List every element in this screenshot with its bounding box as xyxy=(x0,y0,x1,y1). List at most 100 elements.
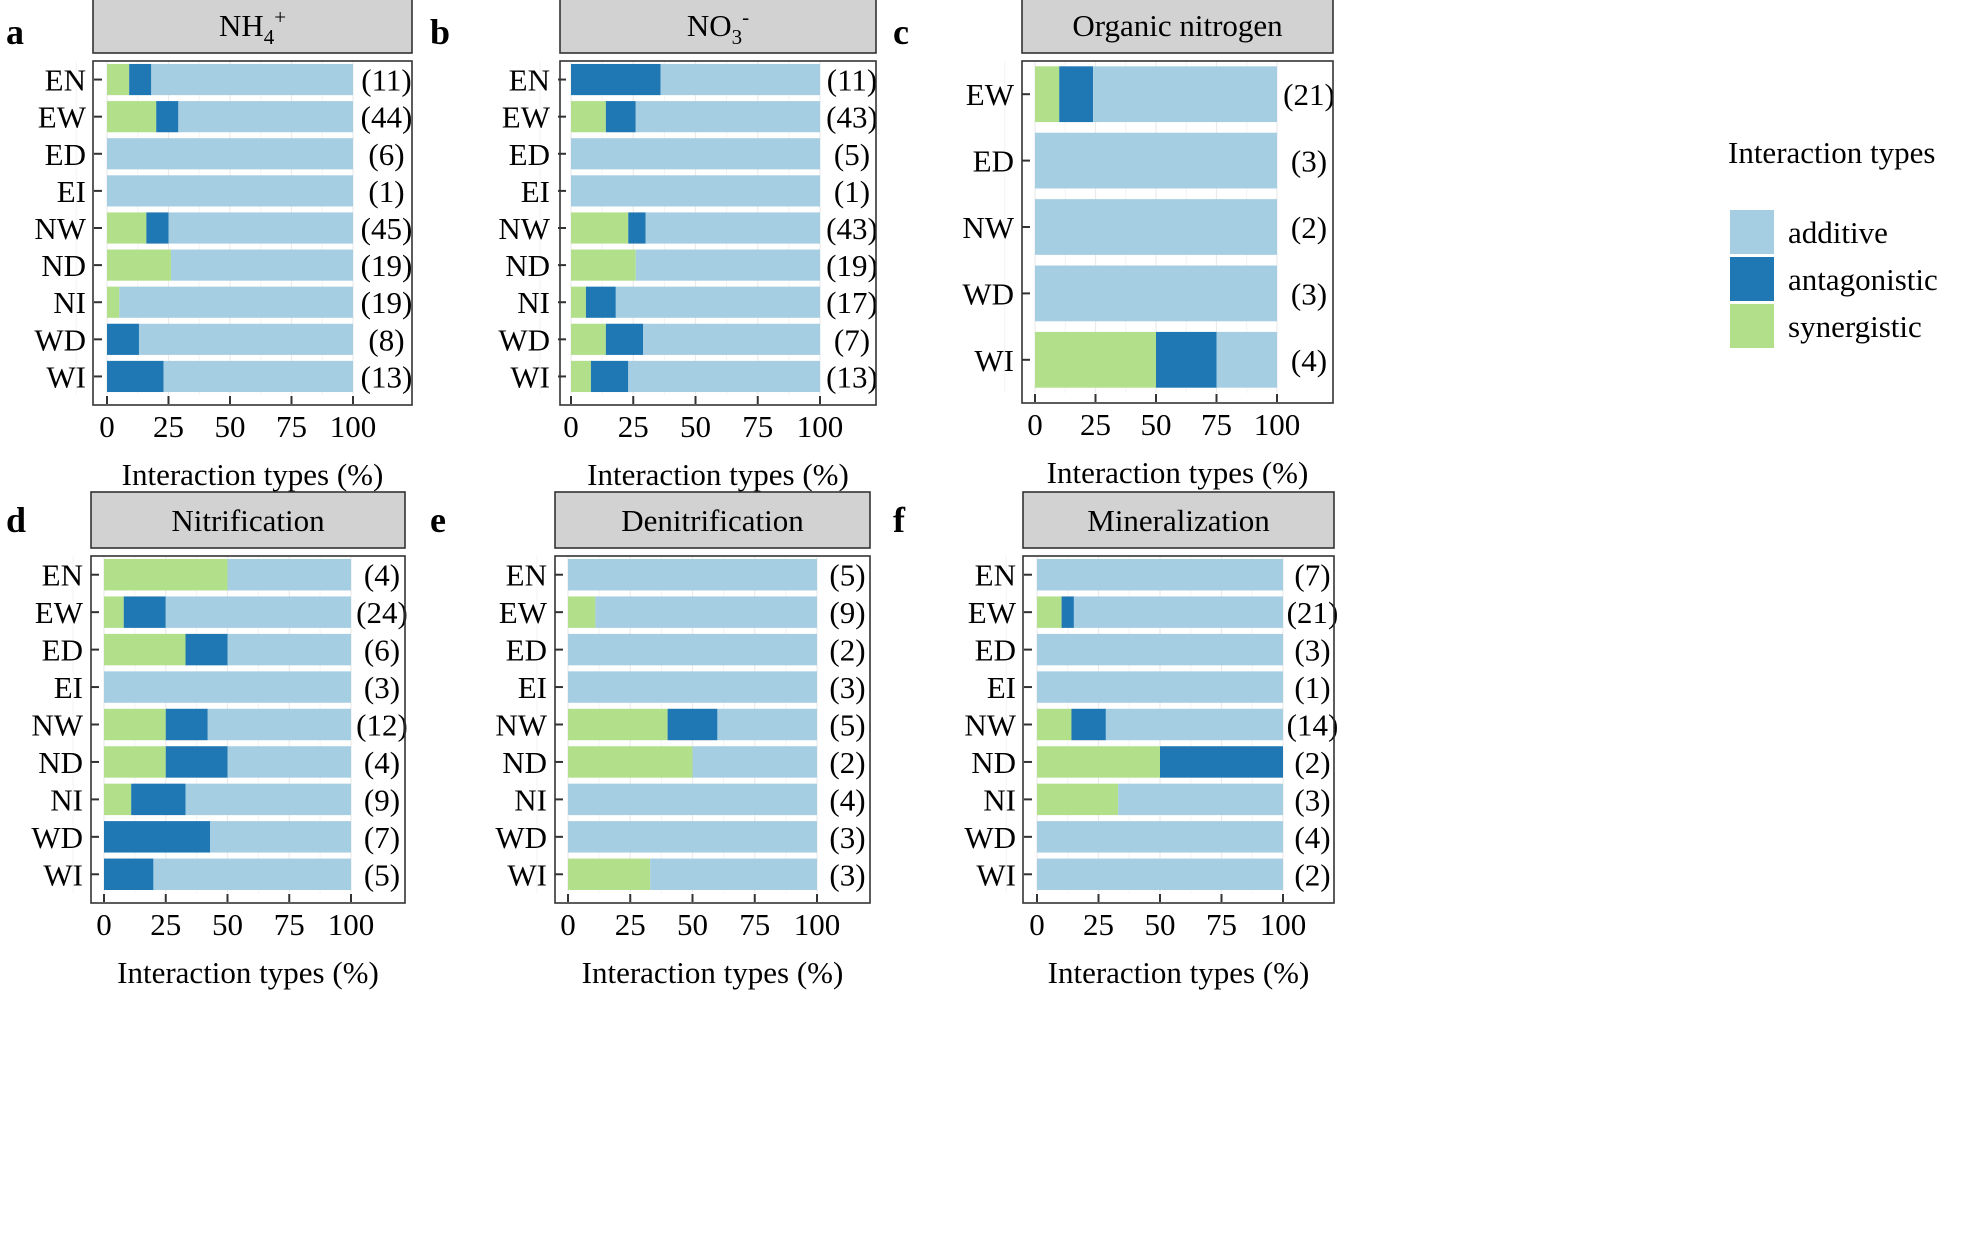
facet-title-subscript: 3 xyxy=(732,25,743,49)
x-tick-label: 100 xyxy=(794,907,841,942)
y-tick-label: ND xyxy=(38,745,83,780)
bar-additive-EW xyxy=(178,101,353,133)
sample-count-label: (3) xyxy=(1294,633,1330,668)
sample-count-label: (8) xyxy=(368,322,404,357)
bar-synergistic-WI xyxy=(568,858,651,891)
x-tick-label: 75 xyxy=(274,907,305,942)
y-tick-label: NW xyxy=(964,708,1016,743)
bar-antagonistic-EN xyxy=(571,63,661,96)
x-axis-title: Interaction types (%) xyxy=(1047,455,1309,490)
sample-count-label: (3) xyxy=(829,670,865,705)
x-tick-label: 50 xyxy=(1141,407,1172,442)
sample-count-label: (3) xyxy=(829,820,865,855)
y-tick-label: ED xyxy=(975,633,1016,668)
legend-label-synergistic: synergistic xyxy=(1788,309,1922,344)
sample-count-label: (4) xyxy=(1294,820,1330,855)
y-tick-label: NI xyxy=(53,285,86,320)
bar-synergistic-WI xyxy=(1035,331,1156,388)
sample-count-label: (6) xyxy=(368,137,404,172)
bar-synergistic-ED xyxy=(104,633,186,666)
x-tick-label: 100 xyxy=(1260,907,1307,942)
panel-letter: c xyxy=(893,12,909,52)
bar-additive-NI xyxy=(568,783,817,816)
bar-antagonistic-EW xyxy=(1061,596,1074,628)
bar-synergistic-NI xyxy=(571,286,586,318)
y-tick-label: WI xyxy=(46,359,86,394)
panel-b: b NO3- EN (11) EW (43) ED (5) EI (1) NW (43) ND (19) N… xyxy=(430,0,878,492)
panel-e: e Denitrification EN (5) EW (9) ED (2) EI (3) NW (5… xyxy=(430,491,871,990)
sample-count-label: (2) xyxy=(829,745,865,780)
x-tick-label: 0 xyxy=(1027,407,1043,442)
y-tick-label: EW xyxy=(502,100,551,135)
bar-antagonistic-WI xyxy=(590,360,629,393)
x-tick-label: 25 xyxy=(150,907,181,942)
y-tick-label: WD xyxy=(498,322,550,357)
y-tick-label: EI xyxy=(521,174,550,209)
sample-count-label: (7) xyxy=(364,820,400,855)
y-tick-label: NI xyxy=(514,782,547,817)
facet-title-main: Mineralization xyxy=(1087,503,1270,538)
bar-additive-WI xyxy=(650,858,817,891)
x-axis-title: Interaction types (%) xyxy=(587,457,849,492)
sample-count-label: (17) xyxy=(826,285,878,320)
sample-count-label: (19) xyxy=(361,285,413,320)
x-tick-label: 0 xyxy=(563,409,579,444)
bar-synergistic-NW xyxy=(571,212,629,244)
x-tick-label: 25 xyxy=(618,409,649,444)
sample-count-label: (5) xyxy=(834,137,870,172)
bar-additive-WD xyxy=(138,323,353,355)
y-tick-label: ND xyxy=(502,745,547,780)
bar-additive-WD xyxy=(643,323,820,355)
bar-synergistic-NI xyxy=(104,783,132,816)
sample-count-label: (19) xyxy=(361,248,413,283)
bar-additive-WI xyxy=(1216,331,1277,388)
x-tick-label: 100 xyxy=(330,409,377,444)
sample-count-label: (1) xyxy=(834,174,870,209)
bar-additive-EW xyxy=(1073,596,1283,628)
bar-antagonistic-EW xyxy=(605,101,636,133)
legend-swatch-additive xyxy=(1730,210,1774,254)
x-axis-title: Interaction types (%) xyxy=(582,955,844,990)
y-tick-label: ND xyxy=(505,248,550,283)
x-tick-label: 50 xyxy=(212,907,243,942)
bar-additive-NW xyxy=(168,212,353,244)
x-tick-label: 50 xyxy=(677,907,708,942)
panel-letter: b xyxy=(430,12,450,52)
facet-title-subscript: 4 xyxy=(264,25,275,49)
sample-count-label: (2) xyxy=(829,633,865,668)
y-tick-label: EN xyxy=(509,63,550,98)
bar-additive-ND xyxy=(635,249,820,281)
legend: Interaction types additive antagonistic syn… xyxy=(1728,135,1938,348)
bar-additive-EN xyxy=(151,63,353,96)
bar-additive-ND xyxy=(692,746,817,778)
facet-title: NO3- xyxy=(687,5,749,49)
panel-border xyxy=(1022,555,1335,904)
sample-count-label: (4) xyxy=(1291,343,1327,378)
bar-additive-WD xyxy=(1037,821,1283,853)
x-tick-label: 100 xyxy=(328,907,375,942)
facet-title: Nitrification xyxy=(171,503,325,538)
legend-label-additive: additive xyxy=(1788,215,1888,250)
facet-strip xyxy=(90,491,406,549)
bar-synergistic-NW xyxy=(1037,708,1072,741)
bar-synergistic-NW xyxy=(104,708,166,741)
y-tick-label: ED xyxy=(506,633,547,668)
panel-c: c Organic nitrogen EW (21) ED (3) NW (2) WD (3) WI… xyxy=(893,0,1335,490)
sample-count-label: (3) xyxy=(829,857,865,892)
bar-synergistic-ND xyxy=(1037,746,1160,778)
x-tick-label: 75 xyxy=(742,409,773,444)
panel-border xyxy=(1021,60,1334,404)
bar-synergistic-NW xyxy=(568,708,668,741)
bar-antagonistic-ED xyxy=(185,633,228,666)
panel-letter: d xyxy=(6,500,26,540)
y-tick-label: ED xyxy=(509,137,550,172)
facet-title-main: NO xyxy=(687,8,732,43)
sample-count-label: (5) xyxy=(829,708,865,743)
bar-additive-NW xyxy=(1105,708,1283,741)
y-tick-label: EI xyxy=(54,670,83,705)
sample-count-label: (2) xyxy=(1291,210,1327,245)
y-tick-label: ED xyxy=(45,137,86,172)
panel-border xyxy=(92,60,413,406)
y-tick-label: WD xyxy=(31,820,83,855)
y-tick-label: EN xyxy=(975,558,1016,593)
